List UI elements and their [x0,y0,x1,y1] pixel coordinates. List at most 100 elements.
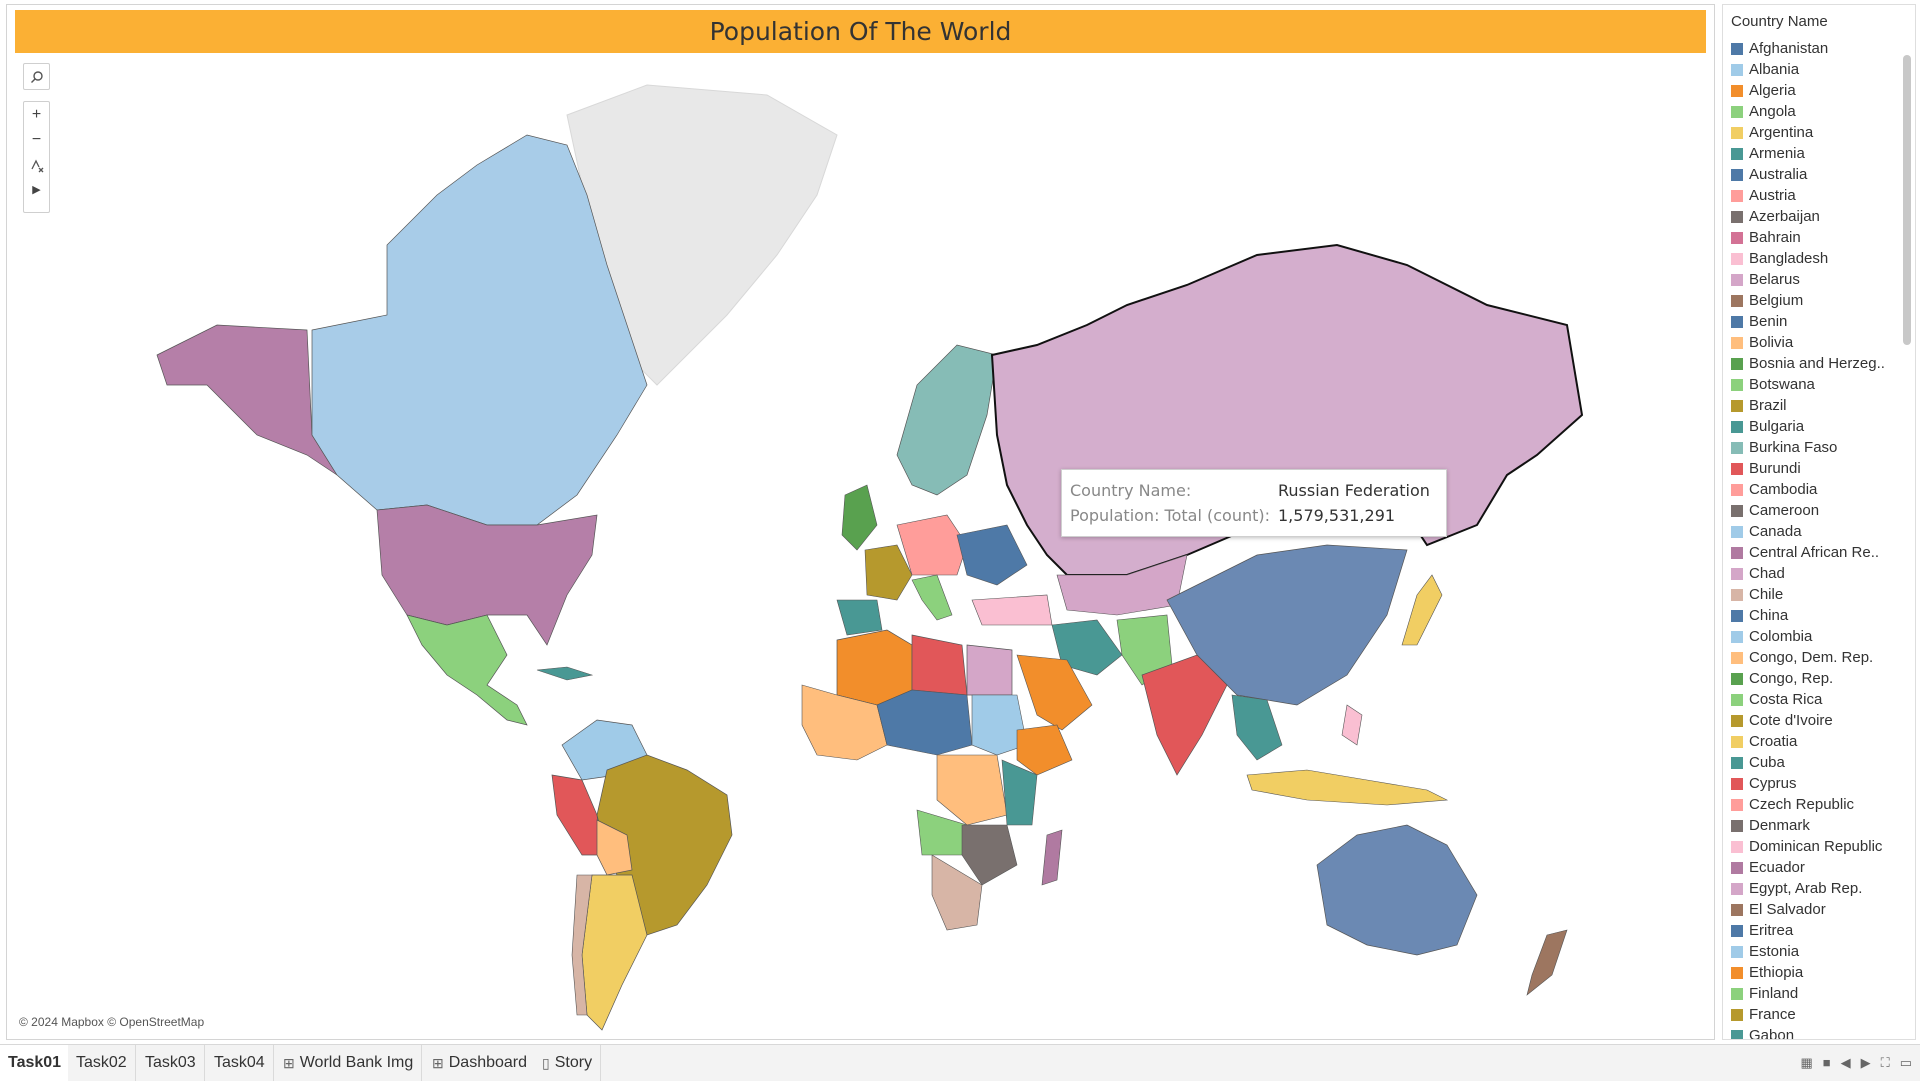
legend-item[interactable]: Burkina Faso [1727,437,1897,458]
legend-item[interactable]: Australia [1727,164,1897,185]
legend-swatch [1731,840,1743,853]
legend-item[interactable]: Bolivia [1727,332,1897,353]
map-region-southeast-asia [1231,694,1283,761]
expand-toolbar-icon[interactable]: ▶ [32,184,41,196]
map-region-bolivia [596,819,633,876]
legend-item[interactable]: El Salvador [1727,899,1897,920]
legend-swatch [1731,126,1743,139]
tab-task03[interactable]: Task03 [137,1045,205,1081]
legend-item[interactable]: Cote d'Ivoire [1727,710,1897,731]
legend-item[interactable]: Congo, Dem. Rep. [1727,647,1897,668]
prev-sheet-icon[interactable]: ◀ [1840,1055,1851,1070]
map-attribution: © 2024 Mapbox © OpenStreetMap [19,1015,205,1029]
legend-item[interactable]: Dominican Republic [1727,836,1897,857]
legend-item[interactable]: Central African Re.. [1727,542,1897,563]
tab-label: Dashboard [448,1054,528,1071]
map-region-india [1141,654,1228,776]
map-region-philippines [1341,704,1363,746]
legend-swatch [1731,294,1743,307]
tab-task01[interactable]: Task01 [0,1045,71,1081]
map-region-eastern-europe [956,524,1028,586]
search-icon[interactable] [24,64,49,89]
legend-scrollbar[interactable] [1903,55,1911,345]
legend-item[interactable]: Croatia [1727,731,1897,752]
map-view[interactable]: Population Of The World [6,4,1715,1040]
legend-item[interactable]: Cuba [1727,752,1897,773]
legend-item-label: Canada [1749,523,1802,540]
tab-label: Task01 [8,1054,62,1071]
legend-item[interactable]: Angola [1727,101,1897,122]
legend-item-label: Finland [1749,985,1799,1002]
legend-swatch [1731,420,1743,433]
tab-task04[interactable]: Task04 [206,1045,274,1081]
legend-item[interactable]: Algeria [1727,80,1897,101]
legend-item[interactable]: Chile [1727,584,1897,605]
zoom-out-button[interactable]: − [31,130,42,148]
legend-item[interactable]: Congo, Rep. [1727,668,1897,689]
fullscreen-icon[interactable]: ⛶ [1880,1055,1890,1070]
legend-item[interactable]: Egypt, Arab Rep. [1727,878,1897,899]
map-region-west-africa [801,684,888,761]
legend-item[interactable]: China [1727,605,1897,626]
legend-item[interactable]: Burundi [1727,458,1897,479]
map-region-saudi-arabia [1016,654,1093,731]
legend-swatch [1731,924,1743,937]
status-bar-icons: ▦ ■ ◀ ▶ ⛶ ▭ [1800,1055,1912,1071]
legend-item[interactable]: Belarus [1727,269,1897,290]
legend-swatch [1731,273,1743,286]
legend-swatch [1731,861,1743,874]
legend-swatch [1731,336,1743,349]
world-map[interactable] [7,55,1714,1035]
legend-item[interactable]: Argentina [1727,122,1897,143]
grid-view-icon[interactable]: ▦ [1800,1055,1813,1070]
tab-dashboard[interactable]: ⊞ Dashboard [424,1045,537,1081]
legend-item[interactable]: Belgium [1727,290,1897,311]
legend-item[interactable]: Colombia [1727,626,1897,647]
map-search-tool[interactable] [23,63,50,90]
legend-item[interactable]: Albania [1727,59,1897,80]
legend-item[interactable]: Cambodia [1727,479,1897,500]
legend-item[interactable]: Ecuador [1727,857,1897,878]
zoom-in-button[interactable]: + [31,105,42,123]
reset-map-icon[interactable] [24,152,49,177]
legend-item[interactable]: Armenia [1727,143,1897,164]
legend-item[interactable]: Denmark [1727,815,1897,836]
legend-item[interactable]: Bulgaria [1727,416,1897,437]
legend-item[interactable]: Bosnia and Herzeg.. [1727,353,1897,374]
next-sheet-icon[interactable]: ▶ [1860,1055,1871,1070]
legend-swatch [1731,483,1743,496]
sheet-icon[interactable]: ■ [1822,1055,1831,1070]
legend-item[interactable]: Estonia [1727,941,1897,962]
legend-swatch [1731,210,1743,223]
legend-item[interactable]: Bahrain [1727,227,1897,248]
legend-item[interactable]: Gabon [1727,1025,1897,1039]
tab-world-bank-img[interactable]: ⊞ World Bank Img [275,1045,423,1081]
legend-item[interactable]: Canada [1727,521,1897,542]
legend-item[interactable]: Finland [1727,983,1897,1004]
sheet-type-icon: ▯ [542,1054,550,1071]
legend-item[interactable]: Bangladesh [1727,248,1897,269]
legend-item[interactable]: Botswana [1727,374,1897,395]
legend-item[interactable]: Afghanistan [1727,38,1897,59]
legend-item[interactable]: Azerbaijan [1727,206,1897,227]
legend-item[interactable]: Costa Rica [1727,689,1897,710]
map-region-scandinavia [896,344,998,496]
tab-story[interactable]: ▯ Story [534,1045,602,1081]
legend-item-label: Bolivia [1749,334,1794,351]
legend-item[interactable]: Cyprus [1727,773,1897,794]
legend-item[interactable]: Chad [1727,563,1897,584]
present-icon[interactable]: ▭ [1899,1055,1912,1070]
legend-item[interactable]: Ethiopia [1727,962,1897,983]
legend-item[interactable]: Austria [1727,185,1897,206]
legend-item[interactable]: Brazil [1727,395,1897,416]
legend-title: Country Name [1731,13,1828,30]
map-region-caribbean [536,666,594,681]
legend-item[interactable]: Cameroon [1727,500,1897,521]
map-region-italy [911,574,953,621]
legend-item[interactable]: Czech Republic [1727,794,1897,815]
legend-item[interactable]: Eritrea [1727,920,1897,941]
legend-item[interactable]: France [1727,1004,1897,1025]
legend-item[interactable]: Benin [1727,311,1897,332]
tab-task02[interactable]: Task02 [68,1045,136,1081]
legend-swatch [1731,546,1743,559]
